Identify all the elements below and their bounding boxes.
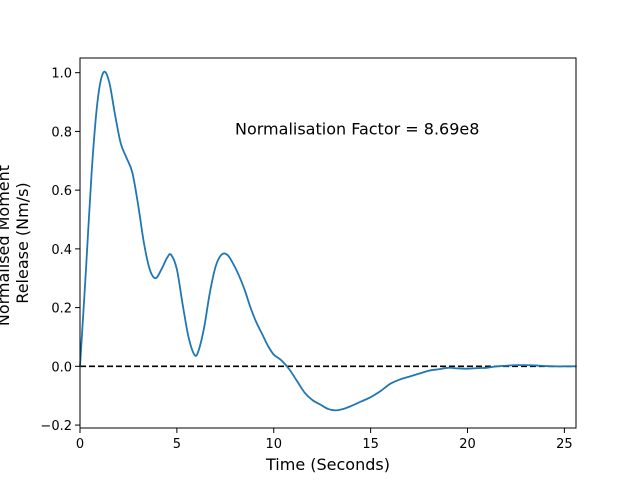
y-axis-ticks: −0.2 0.0 0.2 0.4 0.6 0.8 1.0 (40, 67, 80, 434)
x-axis-ticks: 0 5 10 15 20 25 (76, 428, 573, 452)
x-axis-label: Time (Seconds) (265, 455, 390, 474)
y-axis-label-line-2: Release (Nm/s) (13, 182, 32, 303)
x-tick-label: 0 (76, 437, 84, 452)
y-tick-label: −0.2 (40, 419, 72, 434)
y-axis-label-line-1: Normalised Moment (0, 165, 13, 326)
series-group (79, 70, 577, 412)
y-tick-label: 1.0 (51, 67, 72, 82)
x-tick-label: 10 (265, 437, 282, 452)
plot-frame (79, 57, 577, 429)
y-tick-label: 0.2 (51, 302, 72, 317)
y-tick-label: 0.8 (51, 125, 72, 140)
x-tick-label: 15 (362, 437, 379, 452)
y-tick-label: 0.6 (51, 184, 72, 199)
y-tick-label: 0.4 (51, 243, 72, 258)
normalisation-factor-annotation: Normalisation Factor = 8.69e8 (235, 119, 479, 138)
y-tick-label: 0.0 (51, 360, 72, 375)
x-tick-label: 20 (459, 437, 476, 452)
x-tick-label: 25 (556, 437, 573, 452)
series-line (79, 70, 577, 412)
y-axis-label: Normalised Moment Release (Nm/s) (0, 160, 32, 326)
plot-area (80, 58, 576, 428)
x-tick-label: 5 (173, 437, 181, 452)
